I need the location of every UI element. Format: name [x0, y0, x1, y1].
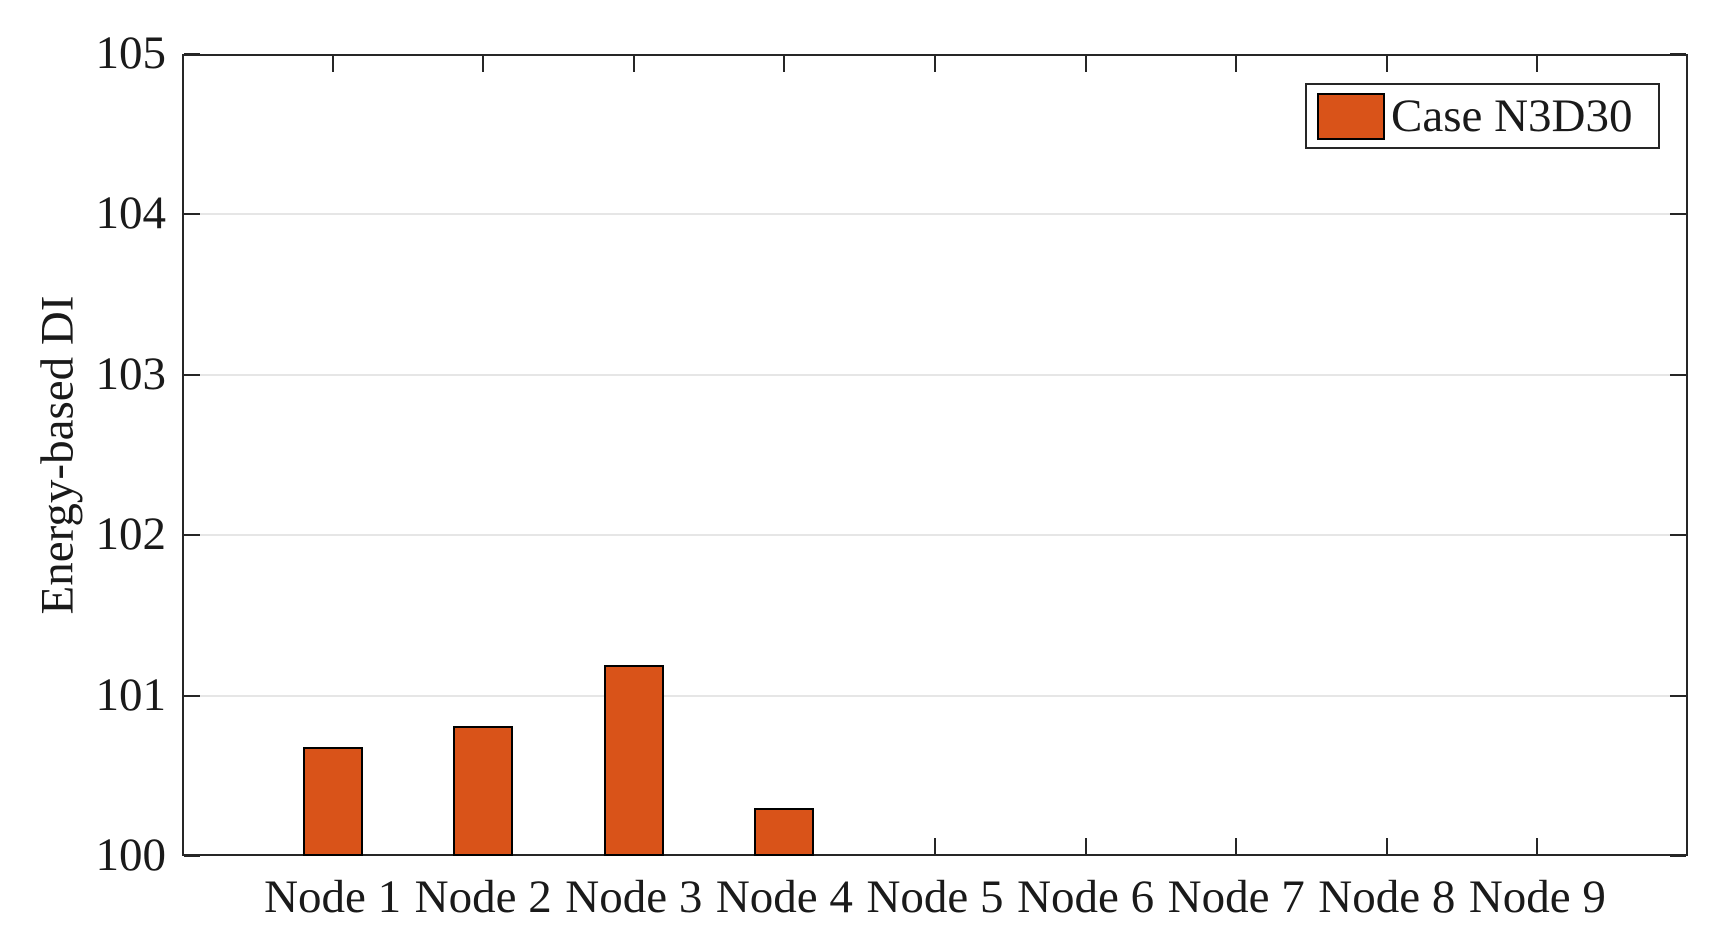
x-tick-bottom: [1536, 838, 1539, 854]
x-tick-bottom: [934, 838, 936, 854]
x-tick-top: [934, 56, 936, 72]
bar-node-1: [302, 746, 363, 856]
y-tick-left: [184, 855, 200, 857]
y-tick-label: 103: [95, 347, 167, 400]
y-tick-left: [184, 53, 200, 55]
y-tick-label: 100: [95, 829, 167, 881]
x-tick-top: [1084, 56, 1087, 72]
x-tick-top: [331, 56, 334, 72]
x-tick-bottom: [1084, 838, 1087, 854]
y-tick-label: 105: [95, 27, 167, 79]
x-tick-top: [1385, 56, 1388, 72]
bar-node-2: [453, 726, 514, 856]
x-tick-top: [482, 56, 485, 72]
x-tick-bottom: [1385, 838, 1388, 854]
y-axis-label: Energy-based DI: [31, 295, 84, 615]
y-tick-right: [1670, 855, 1686, 857]
legend-swatch: [1317, 92, 1385, 140]
y-tick-label: 102: [95, 508, 167, 561]
y-tick-right: [1670, 534, 1686, 537]
y-tick-label: 104: [95, 187, 167, 240]
y-tick-left: [184, 373, 200, 376]
y-tick-right: [1670, 373, 1686, 376]
y-tick-right: [1670, 53, 1686, 55]
x-tick-label: Node 2: [414, 871, 552, 923]
x-tick-label: Node 6: [1017, 871, 1155, 923]
bar-node-4: [754, 807, 815, 856]
x-tick-bottom: [1235, 838, 1238, 854]
y-tick-right: [1670, 694, 1686, 697]
y-tick-left: [184, 534, 200, 537]
x-tick-label: Node 3: [565, 871, 703, 923]
x-tick-label: Node 8: [1318, 871, 1456, 923]
y-tick-left: [184, 213, 200, 216]
y-tick-right: [1670, 213, 1686, 216]
axis-box: [182, 54, 1688, 856]
bar-node-3: [603, 665, 664, 856]
y-gridline: [184, 694, 1686, 697]
y-gridline: [184, 373, 1686, 376]
legend-entry-label: Case N3D30: [1391, 89, 1633, 142]
x-tick-label: Node 4: [715, 871, 853, 923]
y-gridline: [184, 213, 1686, 216]
x-tick-top: [1235, 56, 1238, 72]
x-tick-label: Node 1: [264, 871, 402, 923]
x-tick-top: [1536, 56, 1539, 72]
x-tick-top: [632, 56, 635, 72]
x-tick-label: Node 5: [866, 871, 1004, 923]
x-tick-label: Node 9: [1468, 871, 1606, 923]
y-tick-label: 101: [95, 668, 167, 721]
x-tick-top: [783, 56, 786, 72]
legend: Case N3D30: [1305, 83, 1660, 149]
x-tick-label: Node 7: [1167, 871, 1305, 923]
y-tick-left: [184, 694, 200, 697]
y-gridline: [184, 534, 1686, 537]
